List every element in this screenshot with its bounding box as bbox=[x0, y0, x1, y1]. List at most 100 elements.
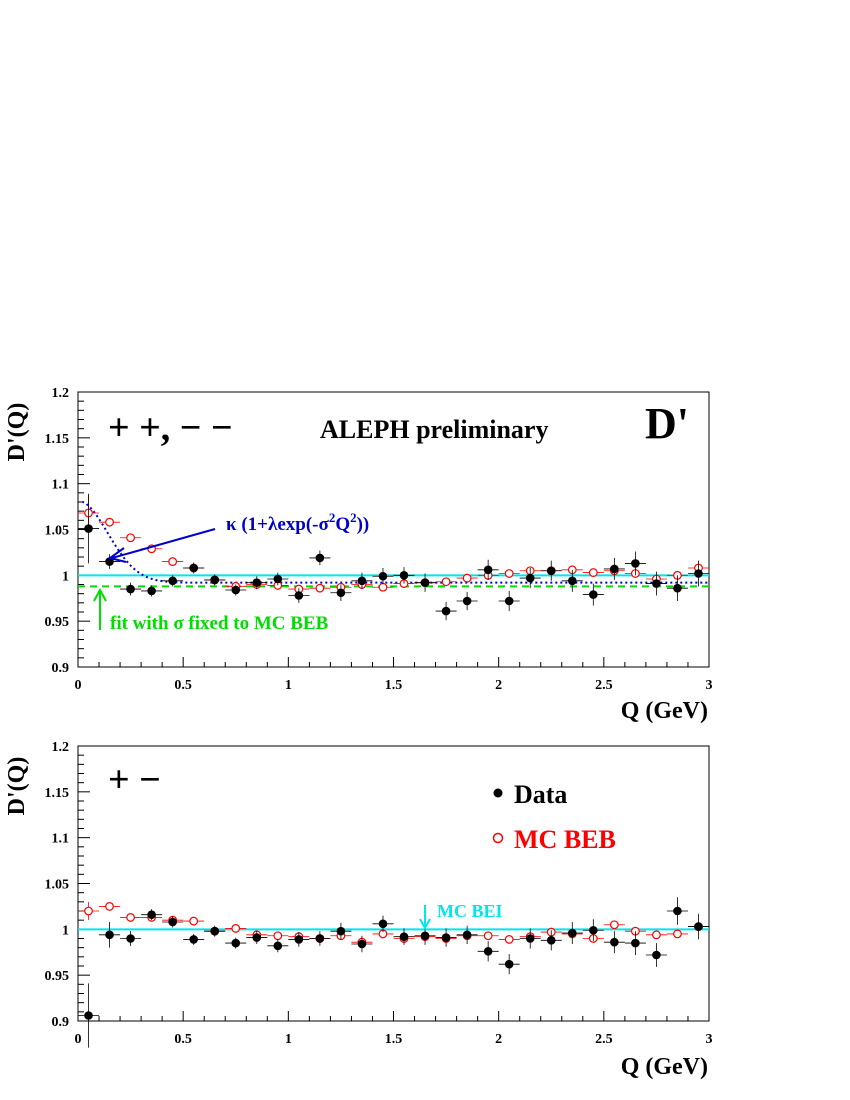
formula-part-1: (1+ bbox=[237, 514, 268, 535]
data-point bbox=[225, 584, 247, 596]
legend-mc-label: MC BEB bbox=[514, 825, 616, 854]
data-marker bbox=[567, 928, 577, 938]
data-point bbox=[120, 931, 142, 946]
data-marker bbox=[673, 583, 682, 593]
y-tick-label: 1.15 bbox=[45, 432, 70, 447]
data-point bbox=[645, 571, 667, 596]
mc-point bbox=[372, 582, 394, 592]
y-tick-label: 1.2 bbox=[52, 386, 70, 401]
mc-point bbox=[78, 901, 100, 921]
data-point bbox=[162, 916, 184, 928]
data-marker bbox=[589, 925, 598, 935]
data-marker bbox=[126, 584, 135, 594]
mc-point bbox=[162, 557, 184, 566]
y-tick-label: 1.05 bbox=[45, 878, 70, 893]
data-marker bbox=[336, 926, 346, 936]
data-marker bbox=[105, 930, 114, 940]
data-marker bbox=[694, 922, 703, 931]
data-marker bbox=[294, 591, 304, 600]
x-tick-label: 1 bbox=[285, 678, 292, 693]
x-tick-label: 2 bbox=[495, 678, 502, 693]
data-marker bbox=[84, 1011, 93, 1020]
data-marker bbox=[378, 919, 388, 929]
fit-formula-label: κ (1+λexp(-σ2Q2)) bbox=[226, 510, 369, 535]
mc-bei-arrowhead bbox=[419, 918, 431, 931]
data-point bbox=[141, 585, 163, 597]
formula-part-3: Q bbox=[335, 514, 350, 535]
data-marker bbox=[441, 606, 451, 616]
data-point bbox=[519, 928, 541, 949]
data-point bbox=[246, 576, 268, 590]
data-marks bbox=[78, 897, 709, 1048]
data-point bbox=[645, 943, 667, 967]
data-marker bbox=[483, 565, 493, 575]
data-point bbox=[519, 568, 541, 589]
y-tick-label: 1.1 bbox=[52, 832, 70, 847]
data-point bbox=[393, 567, 415, 584]
data-marker bbox=[357, 939, 367, 949]
y-tick-label: 0.9 bbox=[52, 661, 70, 676]
y-axis-label: D'(Q) bbox=[4, 403, 30, 462]
plot-frame bbox=[77, 745, 710, 1022]
data-point bbox=[540, 930, 562, 951]
preliminary-label: ALEPH preliminary bbox=[320, 415, 548, 444]
mc-point bbox=[435, 577, 457, 587]
legend-mc-marker bbox=[492, 832, 504, 844]
data-marker bbox=[610, 937, 619, 947]
corner-label: D' bbox=[645, 399, 689, 448]
legend-data-marker bbox=[493, 788, 503, 798]
data-point bbox=[204, 574, 226, 586]
data-marker bbox=[147, 910, 156, 919]
data-marker bbox=[546, 936, 556, 945]
data-marker bbox=[273, 574, 283, 584]
data-marker bbox=[315, 553, 325, 563]
data-point bbox=[267, 572, 289, 586]
data-marker bbox=[399, 571, 409, 580]
data-point bbox=[561, 922, 583, 944]
data-marker bbox=[546, 566, 556, 576]
mc-marker bbox=[126, 913, 135, 922]
mc-marker bbox=[105, 517, 114, 527]
data-marker bbox=[231, 938, 241, 948]
mc-marker bbox=[189, 916, 199, 926]
legend-data-label: Data bbox=[514, 780, 567, 809]
formula-sup-2: 2 bbox=[350, 510, 357, 525]
x-tick-label: 1.5 bbox=[385, 678, 403, 693]
data-point bbox=[288, 588, 310, 603]
data-marker bbox=[589, 590, 598, 599]
mc-point bbox=[99, 517, 121, 527]
y-tick-label: 0.95 bbox=[45, 969, 70, 984]
data-marker bbox=[315, 934, 325, 943]
data-marker bbox=[189, 563, 198, 573]
mc-point bbox=[225, 924, 247, 933]
data-marker bbox=[462, 596, 472, 606]
mc-bei-label: MC BEI bbox=[437, 901, 503, 921]
mc-marker bbox=[378, 582, 388, 592]
data-marker bbox=[252, 933, 262, 942]
data-marker bbox=[567, 576, 577, 586]
y-tick-label: 1.15 bbox=[45, 786, 70, 801]
mc-marker bbox=[126, 533, 135, 543]
y-tick-label: 0.95 bbox=[45, 615, 70, 630]
data-marker bbox=[168, 917, 177, 927]
x-tick-label: 2.5 bbox=[595, 678, 613, 693]
data-marker bbox=[252, 578, 262, 587]
formula-part-4: )) bbox=[357, 514, 370, 535]
data-marker bbox=[210, 575, 220, 585]
fixed-fit-note: fit with σ fixed to MC BEB bbox=[110, 613, 329, 634]
data-point bbox=[162, 575, 184, 587]
charge-label: + +, − − bbox=[108, 407, 233, 449]
data-point bbox=[204, 925, 226, 937]
data-point bbox=[78, 983, 100, 1048]
formula-part-2: exp(- bbox=[277, 514, 318, 535]
x-axis-label: Q (GeV) bbox=[621, 1054, 708, 1080]
mc-marker bbox=[588, 568, 598, 577]
mc-point bbox=[183, 916, 205, 926]
data-marker bbox=[631, 938, 640, 948]
mc-marker bbox=[273, 931, 283, 941]
data-marker bbox=[673, 906, 682, 916]
fit-curve bbox=[81, 500, 709, 584]
data-marker bbox=[525, 573, 535, 583]
data-point bbox=[372, 915, 394, 933]
